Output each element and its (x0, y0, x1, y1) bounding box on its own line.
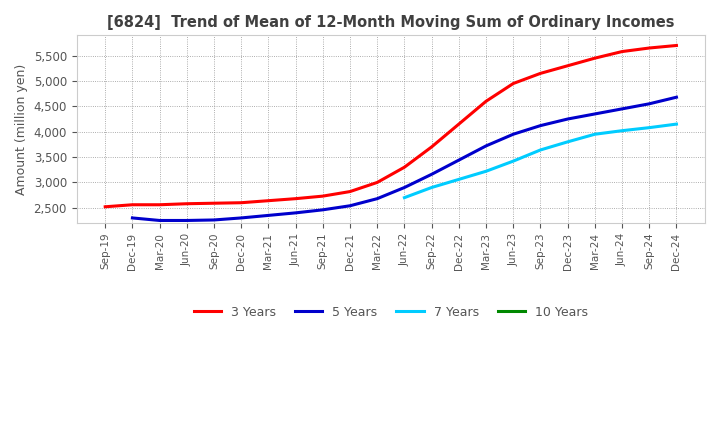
3 Years (509, 81, 518, 86)
7 Years (536, 147, 545, 153)
5 Years (210, 217, 218, 223)
5 Years (618, 106, 626, 111)
7 Years (427, 185, 436, 190)
5 Years (318, 207, 327, 213)
3 Years (292, 196, 300, 201)
Title: [6824]  Trend of Mean of 12-Month Moving Sum of Ordinary Incomes: [6824] Trend of Mean of 12-Month Moving … (107, 15, 675, 30)
3 Years (128, 202, 137, 207)
5 Years (128, 215, 137, 220)
Y-axis label: Amount (million yen): Amount (million yen) (15, 63, 28, 195)
5 Years (509, 132, 518, 137)
3 Years (264, 198, 273, 203)
3 Years (156, 202, 164, 207)
3 Years (210, 201, 218, 206)
7 Years (618, 128, 626, 133)
Legend: 3 Years, 5 Years, 7 Years, 10 Years: 3 Years, 5 Years, 7 Years, 10 Years (189, 301, 593, 323)
Line: 3 Years: 3 Years (105, 45, 676, 207)
3 Years (482, 99, 490, 104)
3 Years (618, 49, 626, 54)
5 Years (590, 111, 599, 117)
3 Years (346, 189, 354, 194)
5 Years (563, 117, 572, 122)
7 Years (509, 158, 518, 164)
5 Years (182, 218, 191, 223)
Line: 7 Years: 7 Years (405, 124, 676, 198)
3 Years (182, 201, 191, 206)
5 Years (400, 185, 409, 190)
3 Years (400, 165, 409, 170)
3 Years (237, 200, 246, 205)
5 Years (645, 101, 654, 106)
3 Years (318, 194, 327, 199)
7 Years (645, 125, 654, 130)
7 Years (590, 132, 599, 137)
5 Years (536, 123, 545, 128)
5 Years (373, 196, 382, 201)
5 Years (237, 215, 246, 220)
7 Years (482, 169, 490, 174)
3 Years (563, 63, 572, 68)
3 Years (454, 121, 463, 127)
3 Years (373, 180, 382, 185)
5 Years (156, 218, 164, 223)
5 Years (672, 95, 680, 100)
3 Years (590, 55, 599, 61)
3 Years (101, 204, 109, 209)
5 Years (482, 143, 490, 149)
Line: 5 Years: 5 Years (132, 97, 676, 220)
3 Years (672, 43, 680, 48)
3 Years (427, 144, 436, 150)
5 Years (292, 210, 300, 216)
5 Years (264, 213, 273, 218)
3 Years (536, 71, 545, 76)
7 Years (454, 177, 463, 182)
5 Years (427, 172, 436, 177)
7 Years (672, 121, 680, 127)
7 Years (563, 139, 572, 144)
3 Years (645, 45, 654, 51)
5 Years (454, 158, 463, 163)
5 Years (346, 203, 354, 209)
7 Years (400, 195, 409, 200)
